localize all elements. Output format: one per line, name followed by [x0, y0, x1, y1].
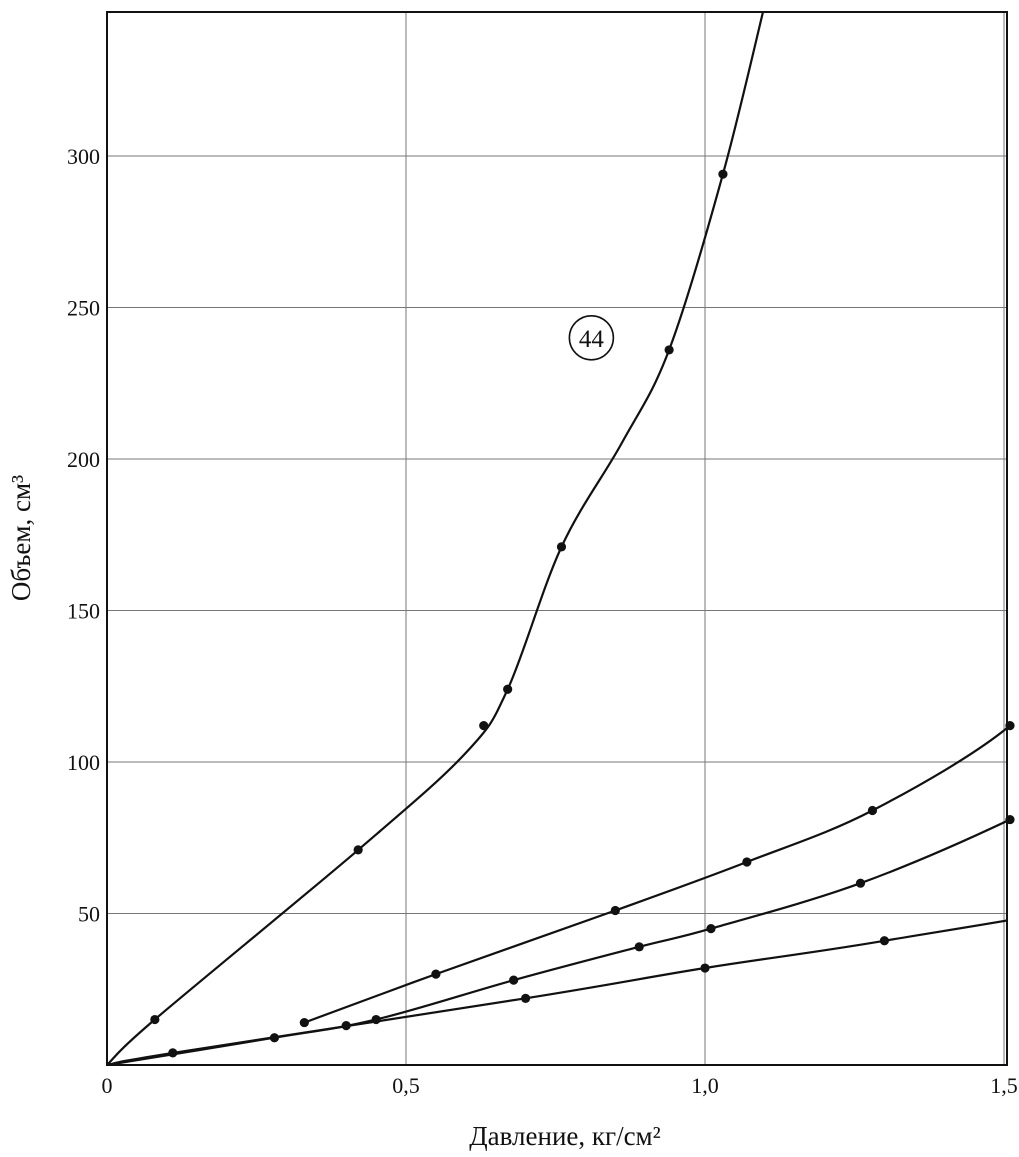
data-point-42 — [168, 1048, 178, 1058]
series-line-42 — [107, 919, 1007, 1065]
x-axis-label: Давление, кг/см² — [469, 1121, 661, 1151]
data-point-44 — [150, 1014, 160, 1025]
series-line-44 — [107, 12, 765, 1065]
data-point-44 — [664, 345, 674, 355]
x-tick-label: 0,5 — [392, 1073, 420, 1098]
data-point-45 — [634, 942, 644, 952]
data-point-46 — [610, 905, 620, 916]
data-point-45 — [341, 1021, 351, 1031]
series-line-45 — [107, 819, 1007, 1065]
y-axis-ticks: 50 100 150 200 250 300 — [67, 144, 100, 927]
data-point-42 — [521, 993, 531, 1003]
series-line-46 — [303, 726, 1007, 1024]
x-tick-label: 0 — [102, 1073, 113, 1098]
curve-labels-layer: 44464542 — [568, 314, 615, 361]
y-tick-label: 100 — [67, 750, 100, 775]
data-points-layer — [150, 169, 1015, 1058]
curve-label-circle — [568, 314, 615, 361]
data-point-42 — [879, 936, 890, 946]
x-axis-ticks: 00,51,01,52,02,5 — [102, 1073, 1018, 1098]
data-point-45 — [855, 878, 866, 888]
y-axis-label: Объем, см³ — [6, 475, 36, 601]
data-point-46 — [431, 969, 441, 979]
data-point-45 — [371, 1014, 381, 1025]
grid-lines — [107, 12, 1007, 1065]
data-point-46 — [299, 1017, 309, 1028]
curve-label-text: 44 — [579, 326, 605, 353]
y-tick-label: 300 — [67, 144, 100, 169]
plot-frame — [106, 11, 1008, 1066]
data-point-45 — [269, 1033, 280, 1043]
data-point-45 — [509, 975, 519, 985]
data-point-44 — [556, 542, 567, 552]
data-point-46 — [867, 805, 878, 816]
y-tick-label: 150 — [67, 599, 100, 624]
curve-layer — [107, 12, 1007, 1065]
data-point-45 — [706, 924, 716, 934]
data-point-44 — [503, 684, 513, 694]
data-point-46 — [742, 857, 752, 867]
data-point-44 — [479, 721, 489, 731]
y-tick-label: 250 — [67, 296, 100, 321]
data-point-44 — [353, 845, 363, 855]
curve-label-44: 44 — [568, 314, 615, 361]
x-tick-label: 1,5 — [990, 1073, 1018, 1098]
y-tick-label: 50 — [78, 902, 100, 927]
y-tick-label: 200 — [67, 447, 100, 472]
data-point-42 — [700, 963, 710, 973]
x-tick-label: 1,0 — [691, 1073, 719, 1098]
data-point-44 — [718, 169, 728, 179]
